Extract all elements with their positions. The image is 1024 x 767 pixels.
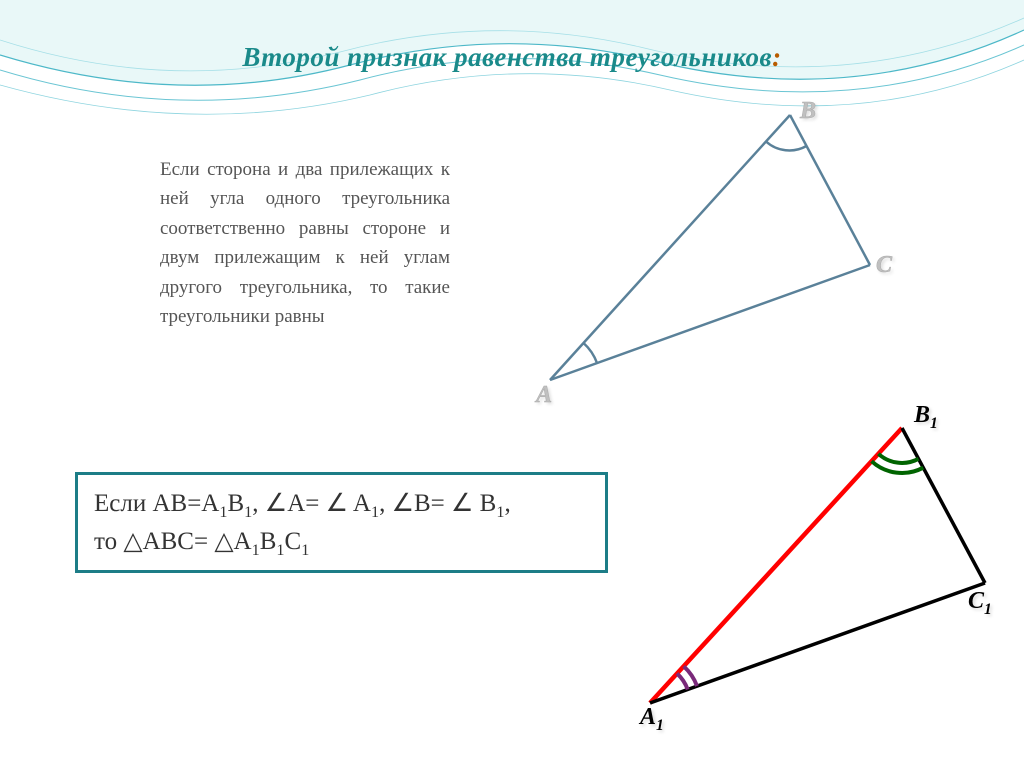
vertex-c-label: C <box>876 252 892 279</box>
angle-b1-arc <box>878 454 918 463</box>
angle-b-arc <box>766 142 807 151</box>
angle-a1-arc2 <box>677 674 688 690</box>
page-title: Второй признак равенства треугольников: <box>0 42 1024 73</box>
definition-text: Если сторона и два прилежащих к ней угла… <box>160 155 450 332</box>
vertex-b1-label: B1 <box>914 402 938 429</box>
vertex-a1-label: A1 <box>640 704 664 731</box>
title-punct: : <box>772 42 782 72</box>
formula-box: Если AB=A1B1, ∠A= ∠ A1, ∠B= ∠ B1, то △AB… <box>75 472 608 573</box>
vertex-c1-label: C1 <box>968 588 992 615</box>
vertex-a-label: A <box>536 382 552 409</box>
side-ca <box>550 265 870 380</box>
angle-a-arc <box>584 343 598 363</box>
title-text: Второй признак равенства треугольников <box>242 42 772 72</box>
side-b1c1 <box>902 428 985 583</box>
triangle-abc-diagram: A B C <box>480 110 920 420</box>
side-ab <box>550 115 790 380</box>
triangle-a1b1c1-diagram: A1 B1 C1 <box>590 408 1000 723</box>
formula-line1: Если AB=A1B1, ∠A= ∠ A1, ∠B= ∠ B1, <box>94 490 511 517</box>
vertex-b-label: B <box>800 98 816 125</box>
formula-line2: то △ABC= △A1B1C1 <box>94 528 309 555</box>
side-a1b1 <box>650 428 902 703</box>
side-c1a1 <box>650 583 985 703</box>
side-bc <box>790 115 870 265</box>
